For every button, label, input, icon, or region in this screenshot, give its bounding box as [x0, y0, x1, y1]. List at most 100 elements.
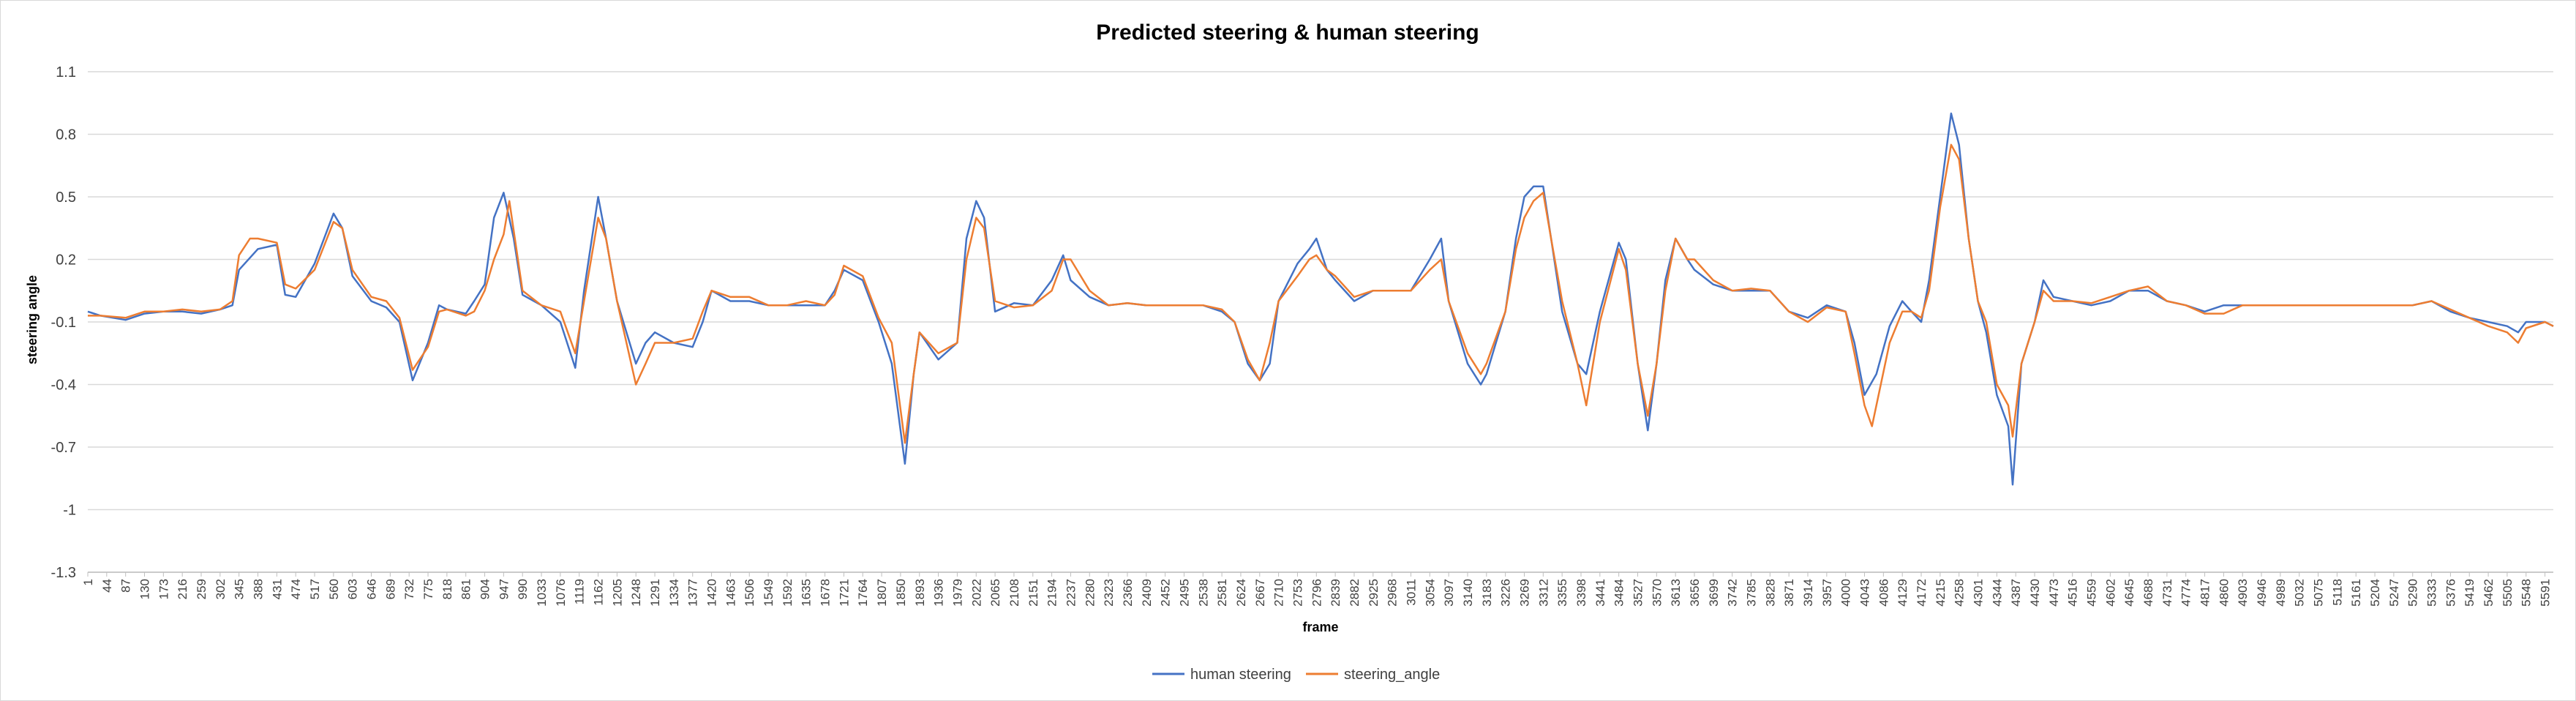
x-tick-label: 1119: [573, 579, 587, 604]
x-tick-label: 3011: [1404, 579, 1418, 606]
x-tick-label: 2237: [1064, 579, 1078, 607]
x-tick-label: 3355: [1555, 579, 1569, 607]
x-tick-label: 3785: [1745, 579, 1759, 607]
x-tick-label: 2495: [1177, 579, 1191, 607]
x-tick-label: 4774: [2179, 579, 2193, 607]
series-line-2: [88, 143, 2554, 444]
x-tick-label: 560: [327, 579, 341, 599]
x-tick-label: 173: [157, 579, 170, 599]
x-tick-label: 2753: [1291, 579, 1304, 607]
x-tick-label: 4301: [1972, 579, 1986, 607]
x-tick-label: 861: [459, 579, 473, 599]
x-tick-label: 3097: [1442, 579, 1456, 607]
x-tick-label: 1592: [781, 579, 795, 607]
x-tick-label: 947: [497, 579, 511, 599]
x-tick-label: 1463: [724, 579, 737, 607]
chart-title: Predicted steering & human steering: [1096, 20, 1479, 45]
x-tick-label: 259: [195, 579, 209, 599]
x-tick-label: 4559: [2085, 579, 2099, 607]
x-tick-label: 1850: [894, 579, 908, 607]
x-tick-label: 5591: [2539, 579, 2553, 607]
x-tick-label: 3140: [1461, 579, 1475, 607]
x-tick-label: 2839: [1329, 579, 1343, 607]
y-tick-label: -0.7: [51, 440, 76, 456]
x-tick-label: 818: [440, 579, 454, 599]
x-tick-label: 130: [138, 579, 152, 599]
x-tick-label: 2280: [1083, 579, 1097, 607]
x-tick-label: 1162: [592, 579, 606, 606]
y-tick-label: -1: [63, 503, 76, 519]
x-tick-label: 4645: [2122, 579, 2136, 607]
x-tick-label: 2452: [1159, 579, 1173, 607]
legend-label-2: steering_angle: [1344, 667, 1440, 683]
x-tick-label: 5290: [2406, 579, 2420, 607]
y-tick-label: -0.4: [51, 378, 76, 394]
x-tick-label: 1334: [667, 579, 681, 607]
x-tick-label: 216: [176, 579, 189, 599]
x-tick-label: 1936: [932, 579, 946, 607]
x-tick-label: 1420: [705, 579, 719, 607]
x-axis: [87, 571, 2553, 577]
x-tick-label: 3613: [1669, 579, 1683, 607]
y-axis-label: steering angle: [25, 275, 40, 364]
x-tick-label: 603: [346, 579, 360, 599]
x-tick-label: 2065: [988, 579, 1002, 607]
x-tick-label: 2022: [969, 579, 983, 607]
x-tick-label: 431: [270, 579, 284, 599]
x-tick-label: 1979: [950, 579, 964, 607]
x-tick-label: 4989: [2274, 579, 2288, 607]
x-tick-label: 4946: [2255, 579, 2269, 607]
x-axis-tick-labels: 1 44 87 130 173 216 259 302 345 388 431 474 517 560 60…: [81, 579, 2553, 607]
x-tick-label: 2624: [1234, 579, 1248, 607]
x-tick-label: 4086: [1877, 579, 1890, 607]
x-tick-label: 2538: [1196, 579, 1210, 607]
x-tick-label: 4473: [2047, 579, 2061, 607]
x-tick-label: 3183: [1480, 579, 1494, 607]
x-tick-label: 302: [214, 579, 228, 599]
x-tick-label: 5548: [2520, 579, 2534, 607]
x-tick-label: 3054: [1423, 579, 1437, 607]
x-tick-label: 3398: [1574, 579, 1588, 607]
x-axis-label: frame: [1302, 620, 1338, 634]
x-tick-label: 4731: [2160, 579, 2174, 607]
x-tick-label: 2796: [1310, 579, 1323, 607]
x-tick-label: 2925: [1367, 579, 1381, 607]
x-tick-label: 3441: [1593, 579, 1607, 607]
x-tick-label: 689: [383, 579, 397, 599]
x-tick-label: 3742: [1726, 579, 1740, 607]
x-tick-label: 2968: [1386, 579, 1400, 607]
x-tick-label: 4817: [2198, 579, 2212, 607]
x-tick-label: 4688: [2141, 579, 2155, 607]
x-tick-label: 1: [81, 579, 95, 585]
x-tick-label: 4430: [2028, 579, 2042, 607]
x-tick-label: 1377: [686, 579, 700, 607]
x-tick-label: 990: [516, 579, 530, 599]
x-tick-label: 3484: [1612, 579, 1626, 607]
x-tick-label: 3914: [1801, 579, 1815, 607]
x-tick-label: 5075: [2312, 579, 2326, 607]
x-tick-label: 1506: [743, 579, 756, 607]
x-tick-label: 5419: [2463, 579, 2477, 607]
x-tick-label: 3269: [1517, 579, 1531, 607]
x-tick-label: 4387: [2009, 579, 2023, 607]
x-tick-label: 4129: [1896, 579, 1910, 607]
x-tick-label: 3527: [1631, 579, 1645, 607]
x-tick-label: 4602: [2103, 579, 2117, 607]
x-tick-label: 2194: [1045, 579, 1059, 607]
series-lines: [87, 112, 2554, 486]
x-tick-label: 1033: [535, 579, 549, 607]
x-tick-label: 1205: [610, 579, 624, 607]
x-tick-label: 4344: [1990, 579, 2004, 607]
x-tick-label: 5118: [2330, 579, 2344, 606]
x-tick-label: 3828: [1763, 579, 1777, 607]
x-tick-label: 44: [100, 579, 114, 593]
legend: human steering steering_angle: [1152, 667, 1440, 683]
x-tick-label: 1893: [913, 579, 927, 607]
y-tick-label: 1.1: [56, 64, 76, 80]
x-tick-label: 5462: [2482, 579, 2496, 607]
x-tick-label: 2151: [1026, 579, 1040, 607]
y-tick-label: 0.5: [56, 190, 76, 206]
x-tick-label: 3570: [1650, 579, 1664, 607]
x-tick-label: 1764: [856, 579, 870, 607]
x-tick-label: 2581: [1215, 579, 1229, 607]
